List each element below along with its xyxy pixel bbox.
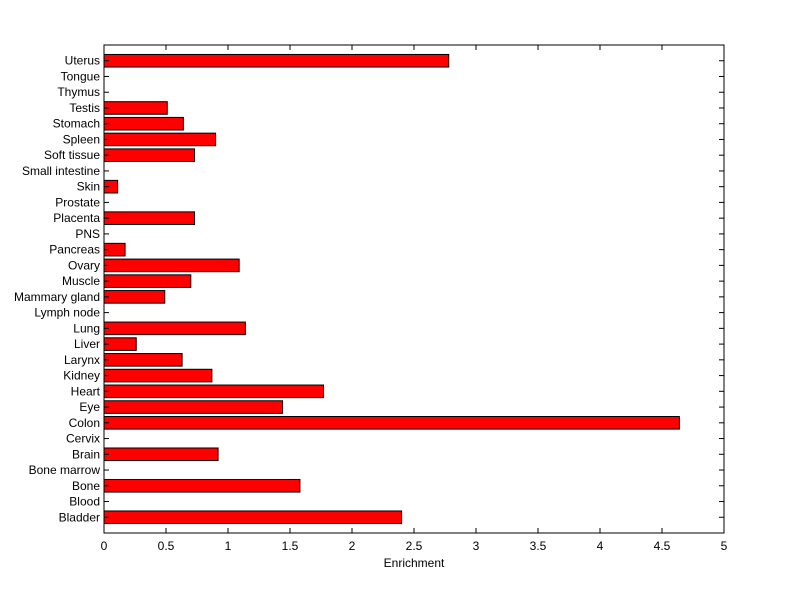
x-tick-label: 0 [101,539,108,553]
y-tick-label: Tongue [61,69,101,83]
x-tick-label: 5 [721,539,728,553]
x-tick-label: 1.5 [282,539,299,553]
bar-placenta [103,211,196,225]
y-tick-label: Heart [71,384,101,398]
x-tick-label: 1 [225,539,232,553]
y-tick-label: Muscle [62,274,100,288]
bar-bone [103,478,301,493]
y-tick-label: Mammary gland [14,290,100,304]
bar-ovary [103,258,240,273]
bar-lung [103,321,246,336]
bar-soft-tissue [103,148,196,162]
bar-testis [103,101,168,115]
y-tick-label: Spleen [63,132,100,146]
bar-colon [103,416,680,430]
y-tick-label: Thymus [57,85,100,99]
bar-brain [103,447,219,462]
y-tick-label: Placenta [53,211,100,225]
y-tick-label: Small intestine [22,164,100,178]
y-tick-label: Eye [79,400,100,414]
bar-spleen [103,132,217,147]
y-tick-label: Ovary [68,258,100,272]
y-tick-label: Colon [69,416,100,430]
y-tick-label: Lymph node [34,306,100,320]
plot-frame [103,44,725,534]
x-tick-label: 4.5 [654,539,671,553]
bar-stomach [103,116,184,131]
y-tick-label: Testis [69,101,100,115]
x-tick-labels: 0 0.5 1 1.5 2 2.5 3 3.5 4 4.5 5 [101,539,728,553]
y-tick-label: Uterus [65,54,100,68]
y-tick-label: Bone [72,479,100,493]
y-tick-label: Stomach [53,117,100,131]
bar-uterus [103,53,450,68]
bar-heart [103,384,324,399]
x-tick-label: 4 [597,539,604,553]
y-tick-label: Blood [69,495,100,509]
ticks-group [103,45,725,533]
bar-eye [103,400,284,414]
x-tick-label: 3 [473,539,480,553]
x-tick-label: 3.5 [530,539,547,553]
bar-larynx [103,353,183,367]
y-tick-label: Liver [74,337,100,351]
y-tick-label: PNS [75,227,100,241]
y-tick-label: Bone marrow [29,463,101,477]
x-tick-label: 0.5 [158,539,175,553]
y-tick-label: Larynx [64,353,100,367]
y-tick-label: Prostate [55,195,100,209]
x-axis-title: Enrichment [384,556,445,570]
x-tick-label: 2 [349,539,356,553]
bar-bladder [103,510,403,525]
y-tick-label: Pancreas [49,243,100,257]
y-tick-label: Brain [72,447,100,461]
y-tick-label: Soft tissue [44,148,100,162]
y-tick-label: Kidney [63,369,100,383]
y-tick-label: Lung [73,321,100,335]
bar-kidney [103,368,213,383]
bar-muscle [103,274,192,288]
bar-mammary-gland [103,290,166,304]
y-tick-label: Skin [77,180,100,194]
x-tick-label: 2.5 [406,539,423,553]
y-tick-label: Bladder [59,510,100,524]
y-tick-label: Cervix [66,432,100,446]
